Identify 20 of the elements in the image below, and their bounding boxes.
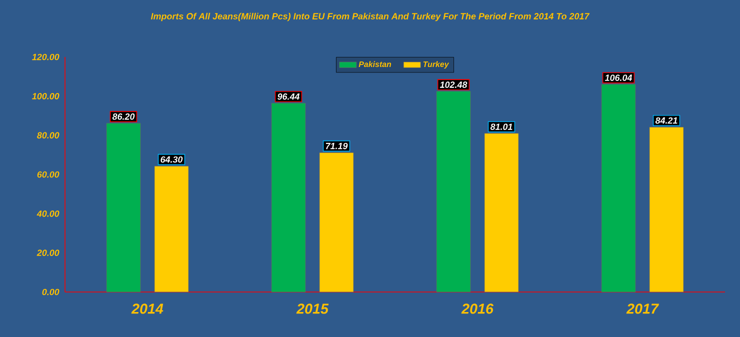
data-label: 64.30 xyxy=(160,156,183,163)
data-label: 86.20 xyxy=(112,113,135,120)
x-tick-label: 2015 xyxy=(296,304,329,314)
x-tick-label: 2016 xyxy=(461,304,494,314)
y-tick-label: 40.00 xyxy=(36,210,60,217)
chart-title: Imports Of All Jeans(Million Pcs) Into EU From Pakistan And Turkey For The Period From 2014 To 2017 xyxy=(150,12,590,22)
x-tick-label: 2017 xyxy=(626,304,660,314)
y-tick-label: 60.00 xyxy=(37,171,60,178)
y-tick-label: 80.00 xyxy=(37,132,60,139)
y-tick-label: 20.00 xyxy=(36,250,60,256)
y-tick-label: 120.00 xyxy=(32,54,60,60)
x-tick-label: 2014 xyxy=(131,304,164,314)
data-label: 81.01 xyxy=(490,124,512,130)
data-label: 102.48 xyxy=(440,82,468,88)
data-label: 106.04 xyxy=(604,74,632,81)
y-tick-label: 100.00 xyxy=(32,92,60,100)
data-label: 96.44 xyxy=(277,93,300,100)
data-label: 84.21 xyxy=(655,117,678,124)
data-label: 71.19 xyxy=(326,142,348,150)
y-tick-label: 0.00 xyxy=(42,288,60,296)
